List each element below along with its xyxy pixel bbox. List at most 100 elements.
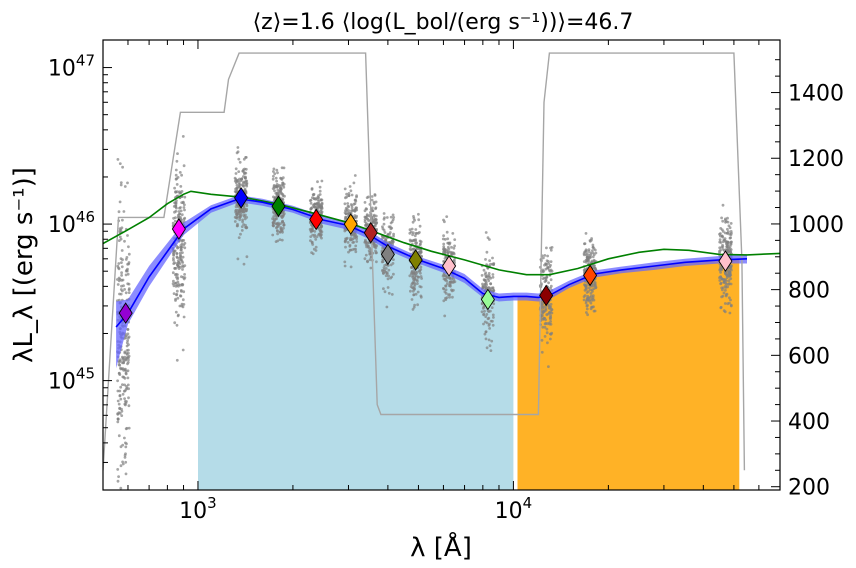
scatter-point	[542, 305, 546, 309]
scatter-point	[582, 298, 586, 302]
scatter-point	[391, 213, 395, 217]
scatter-point	[718, 251, 721, 255]
y2-tick-label-3: 600	[788, 344, 830, 369]
scatter-point	[491, 275, 495, 279]
scatter-point	[729, 298, 732, 302]
scatter-point	[450, 245, 453, 249]
scatter-point	[583, 242, 587, 246]
scatter-point	[482, 313, 485, 317]
scatter-point	[383, 231, 387, 234]
scatter-point	[233, 176, 237, 180]
scatter-point	[280, 216, 284, 220]
scatter-point	[451, 232, 455, 235]
scatter-point	[443, 274, 447, 277]
scatter-point	[118, 358, 122, 362]
scatter-point	[489, 276, 493, 280]
scatter-point	[123, 383, 126, 387]
scatter-point	[720, 216, 723, 220]
scatter-point	[352, 202, 356, 206]
scatter-point	[119, 397, 123, 401]
plot-frame	[102, 39, 781, 491]
scatter-point	[174, 284, 178, 288]
scatter-point	[389, 263, 393, 267]
scatter-point	[118, 229, 122, 233]
scatter-point	[354, 250, 358, 254]
scatter-point	[452, 259, 456, 263]
scatter-point	[720, 295, 723, 299]
scatter-point	[240, 229, 244, 232]
scatter-point	[243, 171, 247, 175]
scatter-point	[372, 242, 376, 246]
scatter-point	[117, 434, 121, 438]
scatter-point	[127, 282, 131, 286]
scatter-point	[313, 230, 317, 233]
scatter-point	[488, 327, 491, 330]
scatter-point	[233, 179, 237, 183]
y2-tick-label-2: 400	[788, 410, 830, 435]
scatter-point	[277, 193, 281, 197]
scatter-point	[584, 299, 588, 303]
scatter-point	[491, 273, 495, 276]
scatter-point	[183, 203, 186, 207]
scatter-point	[483, 309, 486, 313]
scatter-point	[729, 303, 733, 307]
scatter-point	[718, 267, 722, 271]
scatter-point	[320, 236, 323, 240]
shaded-region-ir	[517, 259, 740, 490]
scatter-point	[373, 193, 377, 196]
scatter-point	[183, 195, 187, 199]
scatter-point	[345, 237, 348, 241]
scatter-point	[484, 258, 487, 261]
scatter-point	[584, 232, 588, 235]
scatter-point	[364, 253, 368, 257]
scatter-point	[419, 265, 423, 269]
scatter-point	[408, 247, 412, 251]
scatter-point	[728, 271, 732, 275]
scatter-point	[317, 232, 321, 236]
scatter-point	[283, 194, 286, 198]
scatter-point	[244, 167, 248, 171]
scatter-point	[413, 303, 416, 307]
scatter-point	[541, 277, 545, 280]
scatter-point	[591, 251, 595, 255]
scatter-point	[724, 293, 728, 297]
scatter-point	[587, 248, 591, 252]
scatter-point	[350, 206, 354, 210]
scatter-point	[181, 265, 185, 269]
scatter-point	[487, 272, 491, 275]
scatter-point	[274, 217, 278, 220]
scatter-point	[729, 222, 733, 225]
scatter-point	[718, 240, 722, 244]
scatter-point	[275, 168, 279, 172]
scatter-point	[119, 292, 123, 296]
scatter-point	[723, 270, 727, 274]
scatter-point	[729, 268, 733, 272]
scatter-point	[389, 221, 393, 225]
scatter-point	[282, 212, 286, 216]
scatter-point	[308, 199, 312, 203]
scatter-point	[594, 251, 598, 255]
scatter-point	[116, 468, 120, 471]
scatter-point	[486, 309, 490, 313]
scatter-point	[123, 397, 126, 400]
scatter-point	[723, 237, 727, 241]
scatter-point	[442, 242, 446, 246]
scatter-point	[180, 304, 184, 308]
scatter-point	[719, 306, 723, 310]
scatter-point	[385, 305, 389, 309]
scatter-point	[118, 373, 122, 376]
y-tick-label-2: 1046	[48, 208, 95, 238]
scatter-point	[346, 241, 350, 244]
scatter-point	[117, 266, 120, 270]
scatter-point	[585, 252, 589, 255]
scatter-point	[445, 215, 449, 219]
scatter-point	[730, 264, 733, 267]
scatter-point	[448, 293, 452, 296]
scatter-point	[353, 209, 357, 213]
scatter-point	[442, 287, 445, 290]
scatter-point	[410, 283, 414, 286]
scatter-point	[447, 241, 451, 245]
scatter-point	[125, 426, 129, 430]
tick-exponent: 45	[76, 365, 95, 383]
scatter-point	[173, 219, 177, 223]
